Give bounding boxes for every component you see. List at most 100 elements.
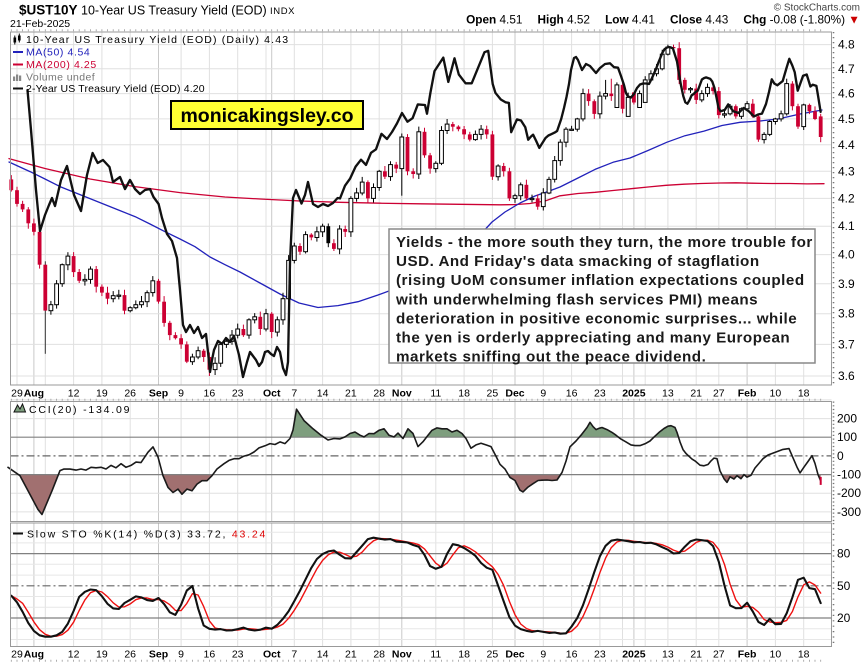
svg-text:10-Year US Treasury Yield (EOD: 10-Year US Treasury Yield (EOD)	[81, 4, 267, 18]
svg-text:29: 29	[11, 388, 23, 400]
svg-text:Oct: Oct	[263, 388, 281, 400]
svg-text:7: 7	[291, 649, 297, 661]
svg-text:26: 26	[124, 388, 136, 400]
svg-text:7: 7	[291, 388, 297, 400]
svg-text:Aug: Aug	[24, 388, 44, 400]
svg-text:monicakingsley.co: monicakingsley.co	[180, 105, 353, 127]
svg-text:markets sniffing out the peace: markets sniffing out the peace dividend.	[396, 349, 706, 366]
svg-text:18: 18	[458, 649, 470, 661]
svg-text:4.7: 4.7	[838, 62, 855, 76]
svg-text:9: 9	[540, 649, 546, 661]
svg-text:20: 20	[837, 611, 851, 625]
svg-text:11: 11	[430, 388, 441, 400]
svg-text:0: 0	[837, 449, 844, 463]
svg-text:Nov: Nov	[392, 388, 412, 400]
svg-text:4.3: 4.3	[838, 164, 855, 178]
svg-text:23: 23	[594, 388, 606, 400]
svg-text:4.4: 4.4	[838, 138, 855, 152]
svg-text:23: 23	[232, 388, 244, 400]
svg-text:4.0: 4.0	[838, 248, 855, 262]
svg-text:19: 19	[96, 649, 108, 661]
svg-text:50: 50	[837, 579, 851, 593]
svg-text:CCI(20) -134.09: CCI(20) -134.09	[29, 404, 131, 416]
svg-text:(rising UoM consumer inflation: (rising UoM consumer inflation expectati…	[396, 272, 805, 289]
svg-text:3.8: 3.8	[838, 307, 855, 321]
svg-text:19: 19	[96, 388, 108, 400]
svg-text:13: 13	[662, 388, 674, 400]
svg-text:-200: -200	[837, 486, 861, 500]
svg-text:23: 23	[232, 649, 244, 661]
svg-text:21: 21	[690, 649, 702, 661]
svg-text:9: 9	[178, 388, 184, 400]
svg-text:$UST10Y: $UST10Y	[19, 3, 78, 18]
svg-text:2025: 2025	[622, 649, 646, 661]
svg-text:29: 29	[11, 649, 23, 661]
svg-text:-300: -300	[837, 505, 861, 519]
svg-text:Feb: Feb	[738, 649, 757, 661]
svg-text:16: 16	[566, 388, 578, 400]
svg-text:16: 16	[204, 388, 216, 400]
svg-text:4.2: 4.2	[838, 191, 855, 205]
svg-text:28: 28	[373, 388, 385, 400]
svg-text:Slow STO %K(14) %D(3) 33.72, 4: Slow STO %K(14) %D(3) 33.72, 43.24	[27, 529, 267, 541]
svg-text:4.5: 4.5	[838, 112, 855, 126]
svg-text:25: 25	[487, 649, 499, 661]
svg-text:10-Year US Treasury Yield (EOD: 10-Year US Treasury Yield (EOD) (Daily) …	[26, 34, 289, 46]
svg-text:Nov: Nov	[392, 649, 412, 661]
svg-text:18: 18	[798, 388, 810, 400]
svg-text:2-Year US Treasury Yield (EOD): 2-Year US Treasury Yield (EOD) 4.20	[26, 83, 205, 95]
svg-text:3.6: 3.6	[838, 369, 855, 383]
svg-text:Dec: Dec	[505, 388, 524, 400]
svg-text:11: 11	[430, 649, 441, 661]
svg-text:Sep: Sep	[149, 388, 168, 400]
svg-text:16: 16	[204, 649, 216, 661]
svg-text:with underwhelming flash servi: with underwhelming flash services PMI) m…	[395, 291, 758, 308]
svg-text:25: 25	[487, 388, 499, 400]
svg-text:deterioration in positive econ: deterioration in positive economic surpr…	[396, 310, 797, 327]
svg-text:4.6: 4.6	[838, 87, 855, 101]
svg-text:Oct: Oct	[263, 649, 281, 661]
svg-text:Open 4.51 High 4.52 Low 4.41: Open 4.51 High 4.52 Low 4.41 Close 4.43 …	[466, 13, 860, 27]
svg-text:27: 27	[713, 388, 725, 400]
svg-text:Volume undef: Volume undef	[26, 72, 95, 84]
svg-text:13: 13	[662, 649, 674, 661]
svg-text:4.8: 4.8	[838, 38, 855, 52]
svg-text:10: 10	[770, 649, 782, 661]
svg-text:MA(200) 4.25: MA(200) 4.25	[26, 59, 97, 71]
svg-text:the yen is orderly appreciatin: the yen is orderly appreciating and many…	[396, 330, 790, 347]
svg-text:16: 16	[566, 649, 578, 661]
svg-text:80: 80	[837, 547, 851, 561]
svg-text:Yields - the more south they t: Yields - the more south they turn, the m…	[396, 234, 813, 251]
svg-text:3.7: 3.7	[838, 337, 855, 351]
svg-text:18: 18	[458, 388, 470, 400]
svg-text:Feb: Feb	[738, 388, 757, 400]
svg-text:200: 200	[837, 412, 857, 426]
svg-text:MA(50) 4.54: MA(50) 4.54	[26, 47, 90, 59]
svg-text:14: 14	[317, 649, 329, 661]
svg-text:2025: 2025	[622, 388, 646, 400]
svg-text:27: 27	[713, 649, 725, 661]
svg-text:-100: -100	[837, 468, 861, 482]
svg-text:100: 100	[837, 430, 857, 444]
svg-text:21: 21	[345, 388, 357, 400]
svg-text:USD. And Friday's data smackin: USD. And Friday's data smacking of stagf…	[396, 253, 760, 270]
svg-text:10: 10	[770, 388, 782, 400]
svg-text:21-Feb-2025: 21-Feb-2025	[10, 18, 70, 30]
svg-text:18: 18	[798, 649, 810, 661]
svg-text:© StockCharts.com: © StockCharts.com	[774, 3, 860, 14]
svg-text:14: 14	[317, 388, 329, 400]
svg-text:21: 21	[690, 388, 702, 400]
svg-text:12: 12	[68, 649, 80, 661]
svg-text:9: 9	[540, 388, 546, 400]
svg-text:26: 26	[124, 649, 136, 661]
svg-text:Aug: Aug	[24, 649, 44, 661]
svg-text:23: 23	[594, 649, 606, 661]
svg-text:3.9: 3.9	[838, 277, 855, 291]
svg-text:9: 9	[178, 649, 184, 661]
svg-text:4.1: 4.1	[838, 219, 855, 233]
svg-text:Dec: Dec	[505, 649, 524, 661]
svg-text:INDX: INDX	[270, 6, 295, 17]
svg-text:Sep: Sep	[149, 649, 168, 661]
svg-text:28: 28	[373, 649, 385, 661]
svg-text:12: 12	[68, 388, 80, 400]
